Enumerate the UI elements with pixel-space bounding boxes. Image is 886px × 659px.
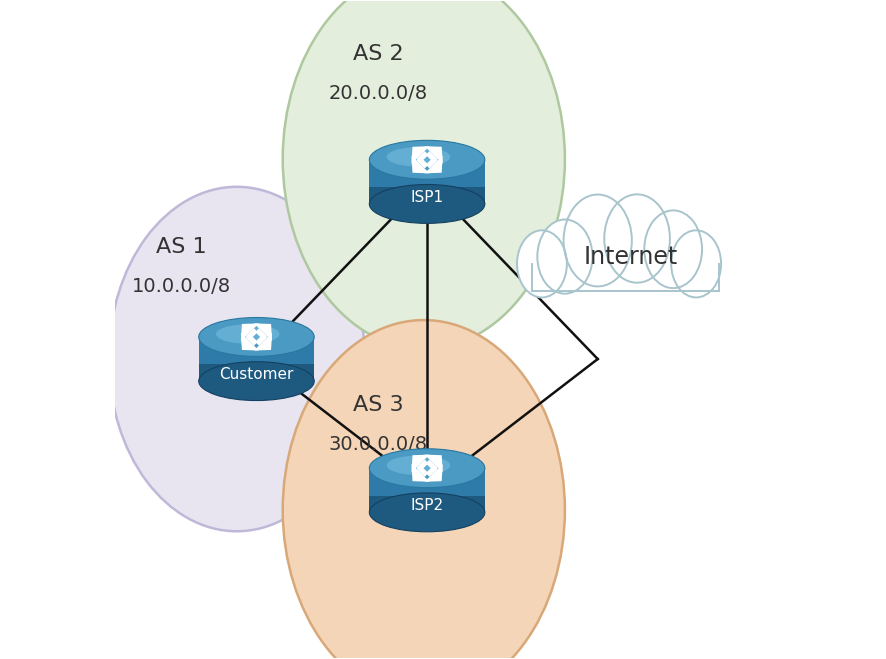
Polygon shape: [425, 465, 437, 477]
Polygon shape: [425, 151, 437, 163]
Ellipse shape: [386, 455, 450, 475]
Text: Internet: Internet: [583, 245, 677, 270]
Ellipse shape: [603, 194, 669, 283]
Polygon shape: [255, 328, 267, 340]
Polygon shape: [369, 187, 485, 204]
Polygon shape: [241, 333, 259, 351]
Ellipse shape: [369, 185, 485, 223]
Ellipse shape: [369, 140, 485, 179]
Polygon shape: [416, 151, 428, 163]
Ellipse shape: [386, 147, 450, 167]
Text: AS 1: AS 1: [156, 237, 206, 258]
Text: Customer: Customer: [219, 367, 293, 382]
Text: 20.0.0.0/8: 20.0.0.0/8: [328, 84, 427, 103]
Polygon shape: [245, 328, 258, 340]
Ellipse shape: [198, 362, 314, 401]
Ellipse shape: [109, 186, 364, 531]
Ellipse shape: [283, 320, 564, 659]
Ellipse shape: [198, 318, 314, 357]
Polygon shape: [411, 156, 429, 173]
Polygon shape: [369, 496, 485, 512]
Polygon shape: [424, 146, 442, 164]
Ellipse shape: [283, 0, 564, 349]
Polygon shape: [241, 324, 259, 341]
Polygon shape: [425, 459, 437, 471]
Polygon shape: [255, 334, 267, 346]
Text: 30.0.0.0/8: 30.0.0.0/8: [328, 435, 427, 454]
Text: AS 3: AS 3: [352, 395, 403, 415]
Ellipse shape: [643, 210, 701, 288]
Polygon shape: [424, 464, 442, 482]
Ellipse shape: [369, 493, 485, 532]
Polygon shape: [198, 364, 314, 381]
Polygon shape: [416, 157, 428, 169]
Polygon shape: [198, 337, 314, 381]
Polygon shape: [253, 324, 272, 341]
Text: 10.0.0.0/8: 10.0.0.0/8: [131, 277, 230, 297]
Polygon shape: [416, 459, 428, 471]
Polygon shape: [369, 468, 485, 512]
FancyBboxPatch shape: [532, 262, 699, 291]
Ellipse shape: [517, 230, 566, 297]
Polygon shape: [253, 333, 272, 351]
Polygon shape: [411, 455, 429, 473]
Polygon shape: [424, 455, 442, 473]
Ellipse shape: [216, 324, 279, 344]
Text: ISP2: ISP2: [410, 498, 443, 513]
Polygon shape: [425, 157, 437, 169]
Ellipse shape: [563, 194, 631, 287]
Polygon shape: [369, 159, 485, 204]
Text: AS 2: AS 2: [352, 44, 403, 64]
Polygon shape: [424, 156, 442, 173]
Polygon shape: [411, 464, 429, 482]
Ellipse shape: [369, 449, 485, 488]
Text: ISP1: ISP1: [410, 190, 443, 205]
Polygon shape: [416, 465, 428, 477]
Polygon shape: [411, 146, 429, 164]
Polygon shape: [245, 334, 258, 346]
Ellipse shape: [671, 230, 720, 297]
Ellipse shape: [537, 219, 592, 294]
